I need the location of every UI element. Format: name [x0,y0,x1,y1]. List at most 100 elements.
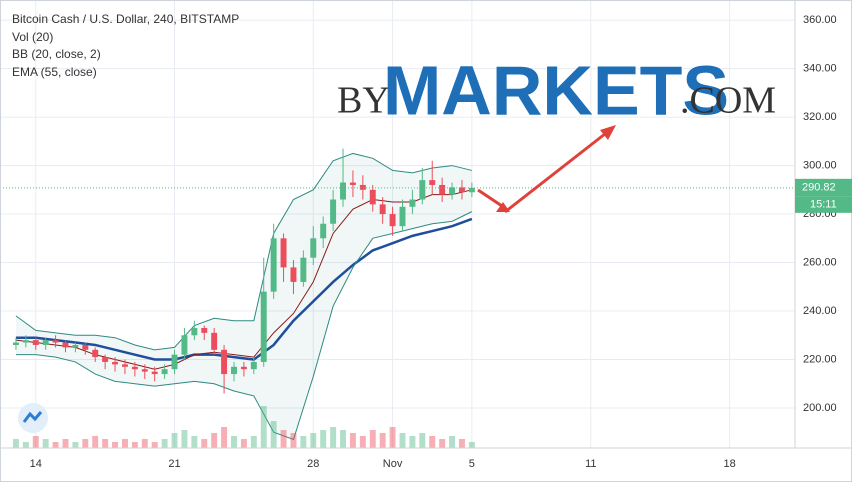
candle-body [72,344,79,348]
candle-body [171,354,178,370]
axis: 200.00220.00240.00260.00280.00300.00320.… [30,14,852,470]
volume-bar [131,442,138,448]
candle-body [181,335,188,355]
candle-body [201,328,208,333]
candle-body [320,223,327,239]
volume-bar [161,439,168,448]
band-fill [15,153,472,440]
x-tick-label: 28 [307,458,319,470]
candle-body [250,361,257,370]
volume-bar [62,439,69,448]
candle-body [389,214,396,227]
candle-body [300,257,307,282]
candle-body [399,206,406,227]
y-tick-label: 340.00 [803,63,837,75]
chart-title: Bitcoin Cash / U.S. Dollar, 240, BITSTAM… [12,12,239,26]
volume-bar [240,439,247,448]
volume-bar [181,430,188,448]
candle-body [270,238,277,292]
candle-body [349,182,356,185]
candle-body [240,366,247,370]
volume-bar [439,439,446,448]
x-tick-label: 5 [469,458,475,470]
candle-body [12,342,19,345]
countdown-box [795,196,852,213]
countdown: 15:11 [810,199,837,211]
candle-body [42,340,49,345]
indicator-label: Vol (20) [12,30,53,44]
volume-bar [419,433,426,448]
indicator-label: EMA (55, close) [12,65,97,79]
candle-body [449,187,456,195]
indicator-line [15,152,472,351]
y-tick-label: 320.00 [803,111,837,123]
candle-body [82,344,89,350]
candle-body [161,369,168,375]
candle-body [231,366,237,375]
volume-bar [280,430,287,448]
candle-body [121,364,128,367]
indicator-label: BB (20, close, 2) [12,47,101,61]
volume-bar [141,439,148,448]
volume-bar [72,442,79,448]
volume-bar [260,406,267,448]
bands [15,152,473,441]
candle-body [112,361,119,365]
x-tick-label: Nov [383,458,403,470]
volume-bar [102,439,109,448]
price-label: 290.82 [802,182,836,194]
candle-body [32,340,39,345]
volume-bar [340,430,346,448]
y-tick-label: 360.00 [803,14,837,26]
candle-body [330,199,337,224]
volume-bar [399,433,406,448]
candle-body [369,189,376,205]
candle-body [429,180,436,185]
volume-bar [32,436,39,448]
watermark-suffix: .COM [680,80,776,122]
volume-bar [409,436,416,448]
volume-bar [221,427,228,448]
watermark-prefix: BY [337,80,390,122]
volume-bar [112,442,119,448]
volume-bar [270,421,277,448]
candle-body [359,184,366,190]
candle-body [102,357,109,362]
volume-bar [468,442,475,448]
volume-bar [171,433,178,448]
volume-bar [92,436,99,448]
logo[interactable] [18,403,48,433]
candle-body [221,349,228,375]
arrow [477,125,616,214]
volume-bar [330,427,337,448]
volume-bar [201,439,208,448]
volume-bar [429,436,436,448]
candle-body [211,332,218,350]
indicator-line [15,211,473,441]
candle-body [340,182,346,200]
volume-bar [389,427,396,448]
candle-body [379,204,386,215]
candle-body [419,180,426,200]
indicator-line [15,189,472,370]
candle-body [409,199,416,207]
indicator-line [15,217,473,361]
volume-bar [121,439,128,448]
volume-bar [191,436,198,448]
x-tick-label: 14 [30,458,42,470]
y-tick-label: 300.00 [803,159,837,171]
volume-bar [320,430,327,448]
candle-body [458,187,465,193]
volume-bar [449,436,456,448]
candle-body [260,291,267,362]
volume-bar [22,442,29,448]
volume-bar [379,433,386,448]
volume-bar [290,433,297,448]
candle-body [22,340,29,343]
price-label-box [795,178,852,197]
volume-bar [211,433,218,448]
candle-body [131,366,138,370]
volume-bar [42,439,49,448]
